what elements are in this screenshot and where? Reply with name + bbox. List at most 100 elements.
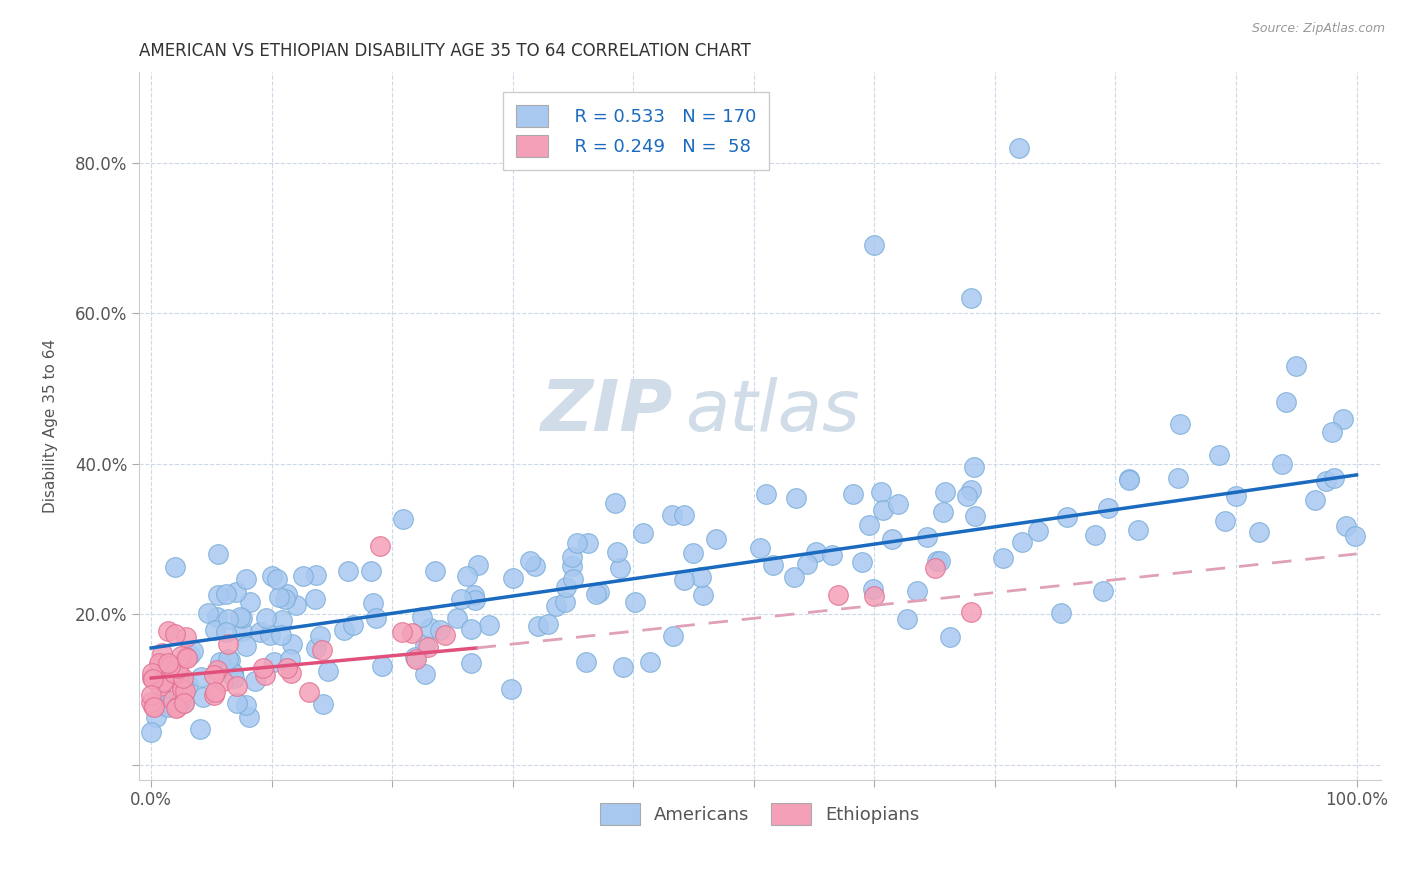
Point — [142, 673, 165, 687]
Point — [141, 688, 163, 702]
Point — [633, 526, 655, 541]
Point — [762, 558, 785, 572]
Point — [562, 572, 585, 586]
Point — [243, 674, 266, 689]
Point — [1315, 474, 1337, 488]
Point — [308, 630, 330, 644]
Point — [576, 536, 599, 550]
Point — [416, 640, 439, 654]
Point — [173, 696, 195, 710]
Point — [1271, 457, 1294, 471]
Point — [190, 670, 212, 684]
Point — [179, 648, 201, 662]
Point — [235, 639, 257, 653]
Point — [821, 548, 844, 562]
Point — [863, 238, 886, 252]
Point — [298, 684, 321, 698]
Point — [537, 617, 560, 632]
Point — [366, 611, 388, 625]
Point — [827, 588, 849, 602]
Point — [956, 490, 979, 504]
Point — [153, 666, 176, 681]
Point — [959, 605, 981, 619]
Point — [152, 668, 174, 682]
Point — [152, 675, 174, 690]
Point — [281, 637, 304, 651]
Point — [934, 484, 956, 499]
Point — [165, 700, 187, 714]
Point — [419, 621, 441, 635]
Point — [704, 532, 727, 546]
Point — [291, 569, 314, 583]
Point — [1303, 492, 1326, 507]
Point — [1285, 359, 1308, 373]
Point — [929, 554, 952, 568]
Point — [1168, 417, 1191, 432]
Point — [165, 560, 187, 574]
Point — [464, 593, 486, 607]
Point — [588, 585, 610, 599]
Point — [429, 623, 451, 637]
Point — [692, 588, 714, 602]
Point — [404, 650, 426, 665]
Point — [624, 595, 647, 609]
Point — [1026, 524, 1049, 538]
Point — [270, 628, 292, 642]
Point — [863, 589, 886, 603]
Point — [226, 696, 249, 710]
Point — [166, 699, 188, 714]
Point — [467, 558, 489, 573]
Legend: Americans, Ethiopians: Americans, Ethiopians — [591, 794, 929, 834]
Point — [167, 661, 190, 675]
Point — [872, 502, 894, 516]
Point — [181, 644, 204, 658]
Point — [1213, 514, 1236, 528]
Point — [304, 592, 326, 607]
Point — [222, 666, 245, 681]
Point — [215, 587, 238, 601]
Point — [858, 518, 880, 533]
Point — [965, 508, 987, 523]
Point — [1008, 141, 1031, 155]
Point — [425, 564, 447, 578]
Point — [224, 672, 246, 686]
Point — [176, 630, 198, 644]
Point — [278, 652, 301, 666]
Text: ZIP: ZIP — [541, 377, 673, 446]
Point — [1322, 425, 1344, 439]
Point — [502, 571, 524, 585]
Point — [252, 661, 274, 675]
Point — [142, 699, 165, 714]
Point — [524, 559, 547, 574]
Point — [1275, 395, 1298, 409]
Point — [239, 595, 262, 609]
Point — [433, 627, 456, 641]
Point — [869, 484, 891, 499]
Point — [1118, 472, 1140, 486]
Point — [174, 683, 197, 698]
Point — [862, 582, 884, 597]
Point — [177, 677, 200, 691]
Point — [478, 618, 501, 632]
Point — [266, 572, 288, 586]
Point — [638, 655, 661, 669]
Point — [959, 483, 981, 497]
Point — [1344, 529, 1367, 543]
Point — [274, 591, 297, 606]
Point — [153, 699, 176, 714]
Point — [401, 626, 423, 640]
Point — [915, 530, 938, 544]
Point — [342, 617, 364, 632]
Point — [229, 609, 252, 624]
Point — [413, 666, 436, 681]
Text: Source: ZipAtlas.com: Source: ZipAtlas.com — [1251, 22, 1385, 36]
Point — [603, 496, 626, 510]
Point — [682, 546, 704, 560]
Point — [197, 607, 219, 621]
Point — [149, 657, 172, 672]
Point — [162, 693, 184, 707]
Point — [173, 696, 195, 710]
Point — [749, 541, 772, 555]
Point — [207, 588, 229, 602]
Point — [1334, 519, 1357, 533]
